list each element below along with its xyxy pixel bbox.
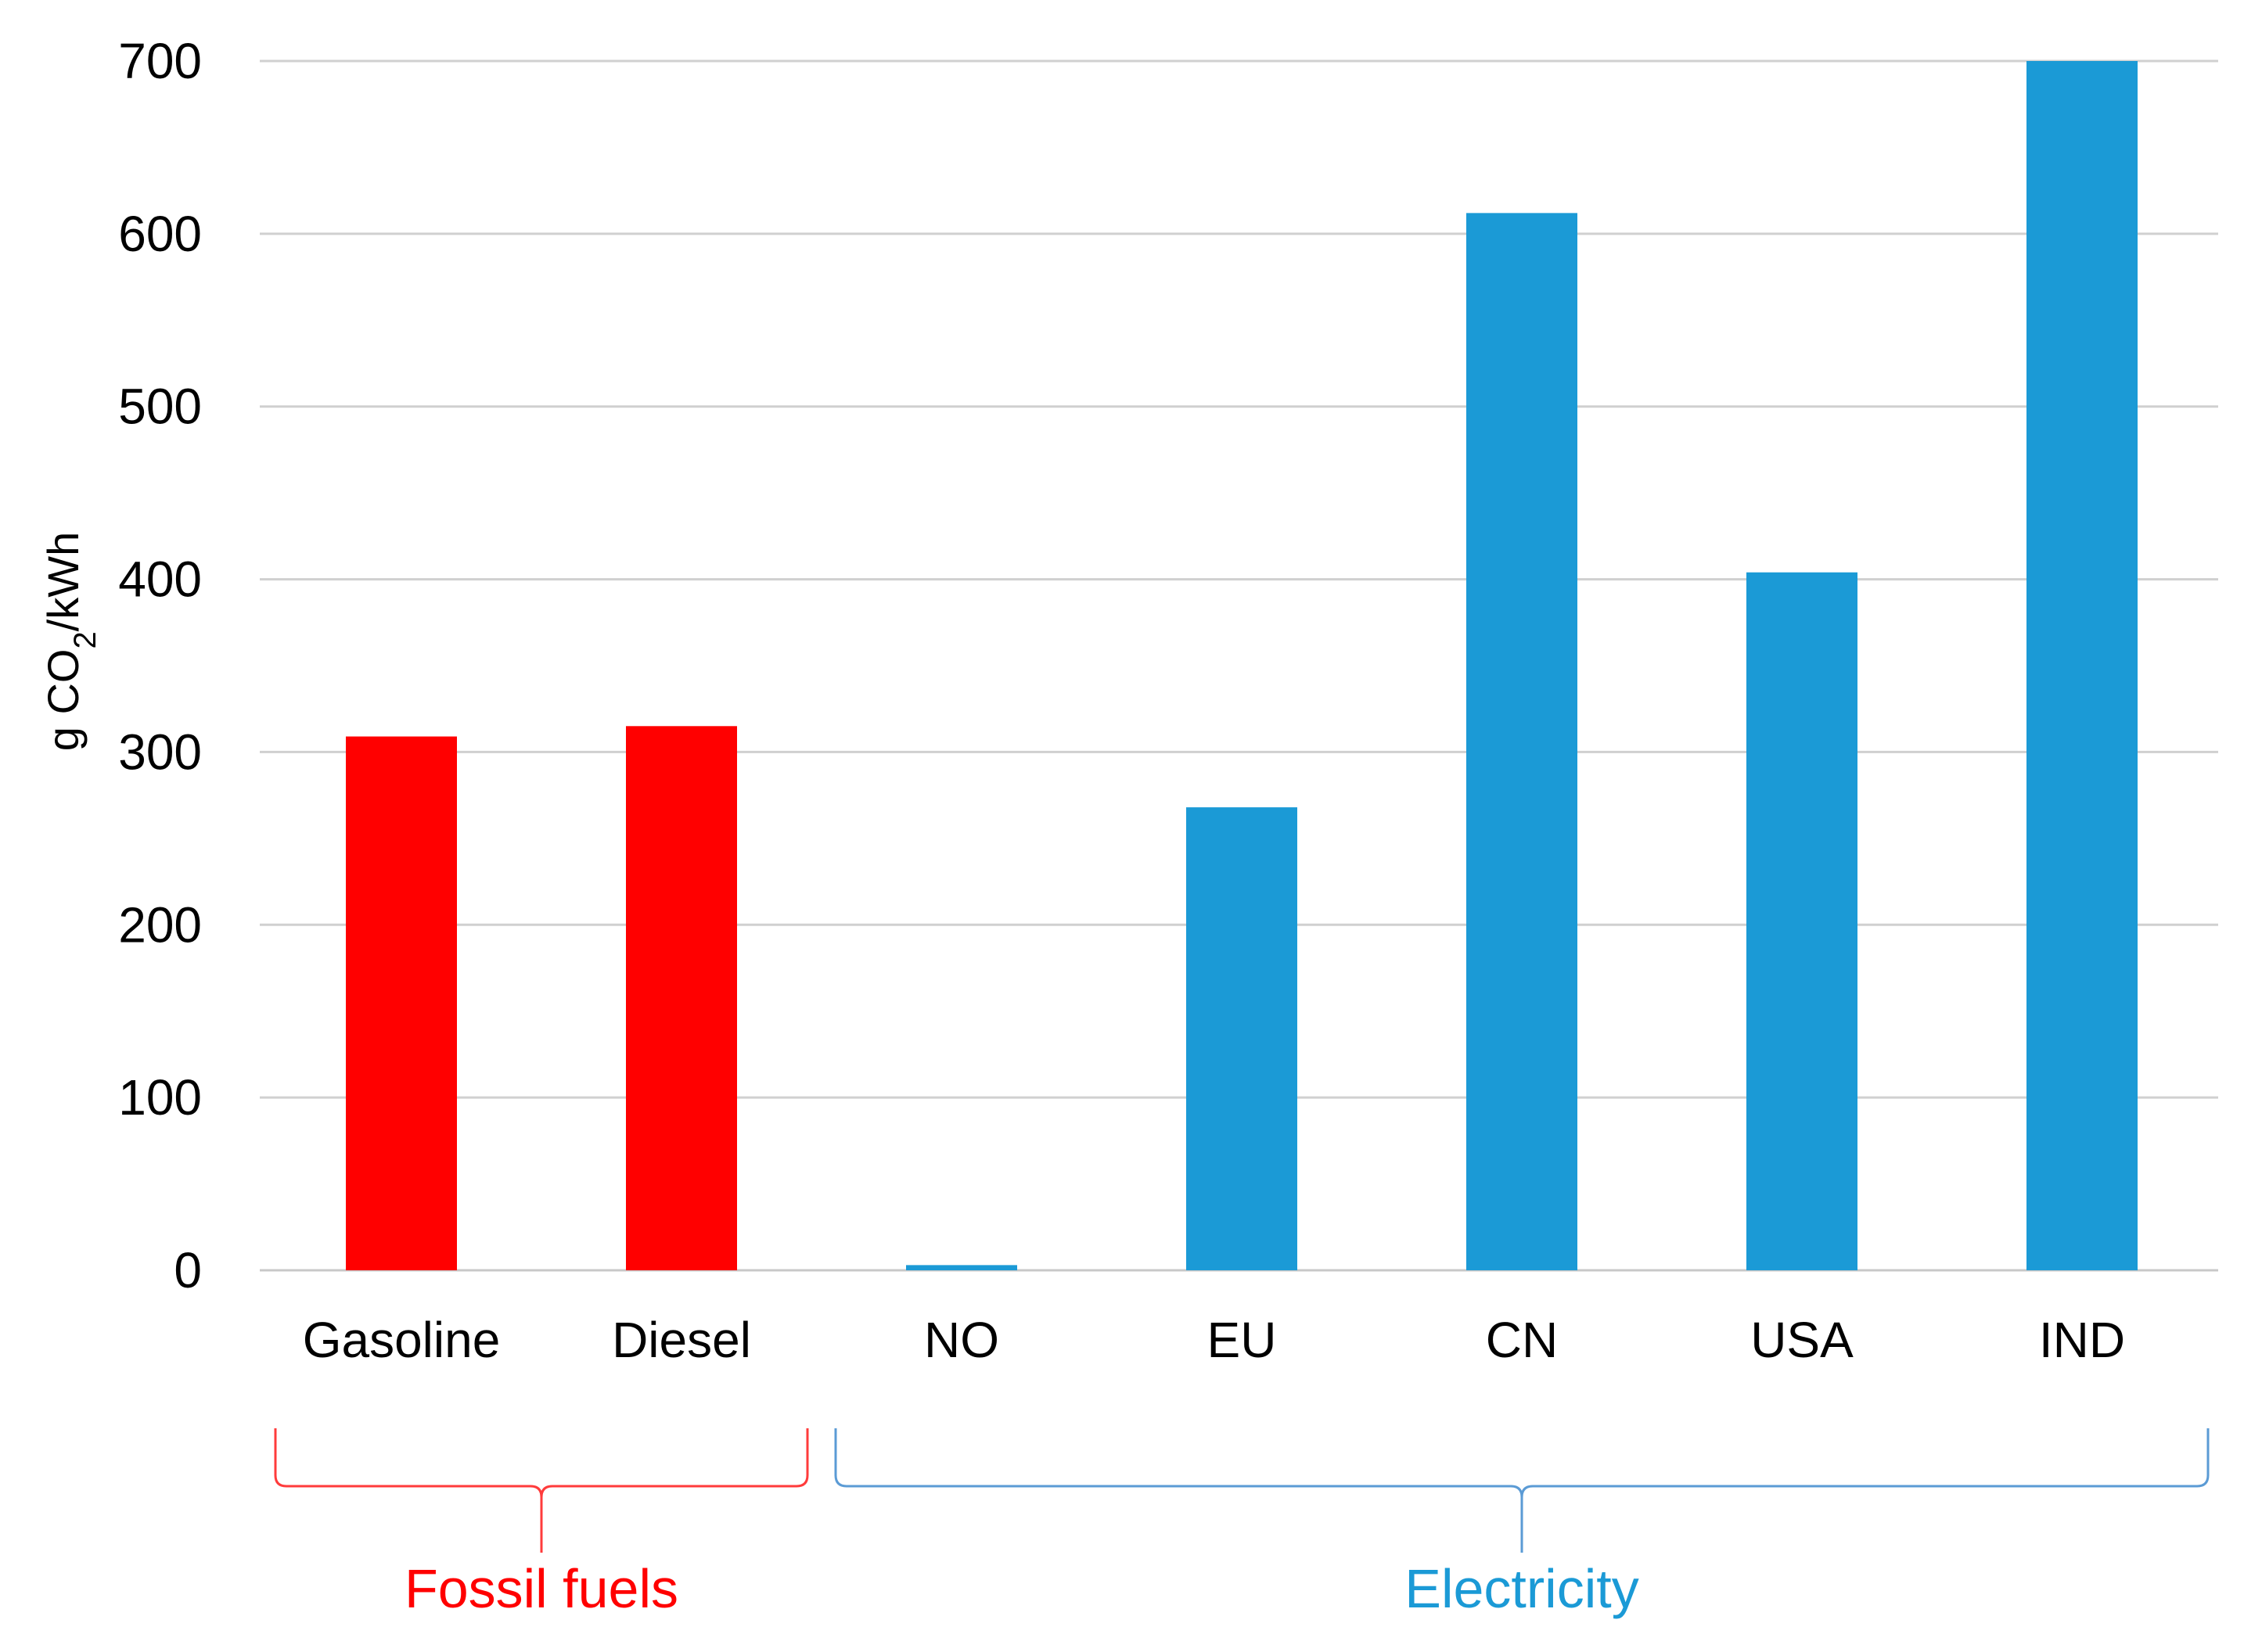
- bar-eu: [1186, 807, 1297, 1270]
- y-axis-title-prefix: g CO: [38, 649, 88, 752]
- y-tick-label-600: 600: [118, 206, 202, 262]
- y-axis-ticks: 0 100 200 300 400 500 600 700: [118, 33, 202, 1298]
- x-tick-label-no: NO: [924, 1312, 999, 1368]
- bar-no: [906, 1265, 1017, 1270]
- y-tick-label-200: 200: [118, 896, 202, 953]
- x-axis-labels: Gasoline Diesel NO EU CN USA IND: [303, 1312, 2125, 1368]
- x-tick-label-gasoline: Gasoline: [303, 1312, 501, 1368]
- bars: [346, 61, 2138, 1271]
- y-tick-label-0: 0: [174, 1242, 202, 1298]
- y-axis-title-subscript: 2: [68, 631, 102, 648]
- bracket-electricity: [834, 1428, 2210, 1553]
- bar-gasoline: [346, 736, 457, 1270]
- y-tick-label-700: 700: [118, 33, 202, 89]
- x-tick-label-eu: EU: [1207, 1312, 1277, 1368]
- y-tick-label-500: 500: [118, 379, 202, 435]
- x-tick-label-ind: IND: [2039, 1312, 2125, 1368]
- y-tick-label-100: 100: [118, 1069, 202, 1126]
- x-tick-label-diesel: Diesel: [612, 1312, 751, 1368]
- bar-usa: [1746, 572, 1857, 1270]
- y-tick-label-400: 400: [118, 551, 202, 608]
- group-label-electricity: Electricity: [1404, 1558, 1638, 1619]
- x-tick-label-cn: CN: [1486, 1312, 1558, 1368]
- bar-ind: [2026, 61, 2138, 1270]
- y-tick-label-300: 300: [118, 724, 202, 780]
- bar-cn: [1466, 213, 1577, 1271]
- group-label-fossil: Fossil fuels: [405, 1558, 678, 1619]
- category-groups: Fossil fuels Electricity: [274, 1428, 2210, 1619]
- y-axis-title: g CO2/kWh: [38, 532, 102, 752]
- y-axis-title-suffix: /kWh: [38, 532, 88, 632]
- bar-diesel: [626, 726, 737, 1270]
- bracket-fossil: [274, 1428, 809, 1553]
- x-tick-label-usa: USA: [1750, 1312, 1854, 1368]
